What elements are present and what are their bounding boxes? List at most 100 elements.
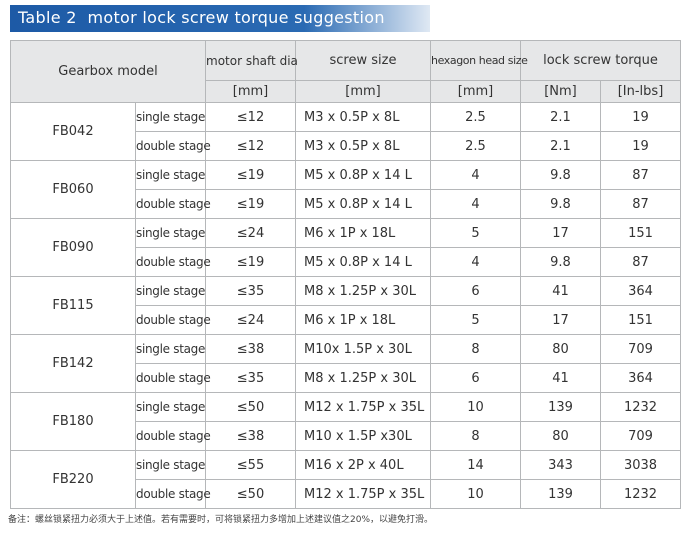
data-cell: 8 (430, 421, 521, 451)
data-cell: single stage (135, 102, 206, 132)
data-cell: 364 (600, 276, 681, 306)
unit-cell: [mm] (205, 80, 296, 103)
unit-cell: [Nm] (520, 80, 601, 103)
torque-table: Gearbox model motor shaft dia screw size… (10, 40, 681, 509)
data-cell: M10x 1.5P x 30L (295, 334, 431, 364)
unit-cell: [mm] (295, 80, 431, 103)
data-cell: 709 (600, 421, 681, 451)
data-cell: 9.8 (520, 247, 601, 277)
data-cell: 139 (520, 392, 601, 422)
data-cell: ≤12 (205, 102, 296, 132)
data-cell: M16 x 2P x 40L (295, 450, 431, 480)
data-cell: ≤24 (205, 305, 296, 335)
data-row: FB142 single stage ≤38 M10x 1.5P x 30L 8 80 70… (10, 334, 681, 393)
data-cell: M5 x 0.8P x 14 L (295, 189, 431, 219)
data-row: FB220 single stage ≤55 M16 x 2P x 40L 14 343 3… (10, 450, 681, 509)
data-row: FB180 single stage ≤50 M12 x 1.75P x 35L 10 1… (10, 392, 681, 451)
data-cell: M5 x 0.8P x 14 L (295, 247, 431, 277)
data-cell: 17 (520, 305, 601, 335)
data-cell: single stage (135, 160, 206, 190)
data-row: double stage ≤38 M10 x 1.5P x30L 8 80 709 (11, 421, 681, 451)
data-cell: 4 (430, 189, 521, 219)
data-row: double stage ≤12 M3 x 0.5P x 8L 2.5 2.1 19 (11, 131, 681, 161)
data-cell: ≤19 (205, 160, 296, 190)
data-cell: 1232 (600, 479, 681, 509)
data-cell: ≤19 (205, 247, 296, 277)
data-cell: 19 (600, 131, 681, 161)
data-cell: ≤38 (205, 421, 296, 451)
data-cell: ≤35 (205, 276, 296, 306)
data-cell: ≤50 (205, 392, 296, 422)
data-cell: 364 (600, 363, 681, 393)
data-cell: 17 (520, 218, 601, 248)
data-row: FB060 single stage ≤19 M5 x 0.8P x 14 L 4 9.8… (10, 160, 681, 219)
title: Table 2 motor lock screw torque suggesti… (18, 8, 385, 27)
header-row: Gearbox model motor shaft dia screw size… (10, 40, 681, 103)
data-cell: M5 x 0.8P x 14 L (295, 160, 431, 190)
data-cell: 709 (600, 334, 681, 364)
data-cell: double stage (135, 363, 211, 393)
model-cell: FB090 (10, 218, 136, 277)
data-cell: 9.8 (520, 189, 601, 219)
data-row: double stage ≤19 M5 x 0.8P x 14 L 4 9.8 87 (11, 247, 681, 277)
header-row: [mm] [mm] [mm] [Nm] [In-lbs] (11, 80, 681, 103)
data-cell: 6 (430, 363, 521, 393)
data-cell: 10 (430, 479, 521, 509)
data-cell: 151 (600, 218, 681, 248)
header-cell: motor shaft dia (205, 40, 298, 81)
model-cell: FB115 (10, 276, 136, 335)
data-cell: single stage (135, 218, 206, 248)
header-cell: screw size (295, 40, 431, 81)
data-cell: 343 (520, 450, 601, 480)
data-cell: 139 (520, 479, 601, 509)
data-cell: 87 (600, 160, 681, 190)
data-cell: single stage (135, 450, 206, 480)
data-row: FB115 single stage ≤35 M8 x 1.25P x 30L 6 41 3… (10, 276, 681, 335)
data-cell: 80 (520, 421, 601, 451)
data-cell: ≤35 (205, 363, 296, 393)
table-body: Gearbox model motor shaft dia screw size… (10, 40, 681, 509)
data-cell: 87 (600, 189, 681, 219)
header-cell: hexagon head size (430, 40, 528, 81)
data-cell: M12 x 1.75P x 35L (295, 479, 431, 509)
data-cell: M10 x 1.5P x30L (295, 421, 431, 451)
data-cell: single stage (135, 276, 206, 306)
data-row: double stage ≤50 M12 x 1.75P x 35L 10 139 123… (11, 479, 681, 509)
data-cell: 2.1 (520, 102, 601, 132)
data-cell: 41 (520, 276, 601, 306)
title-bar: Table 2 motor lock screw torque suggesti… (10, 5, 430, 32)
data-cell: 2.1 (520, 131, 601, 161)
data-cell: 151 (600, 305, 681, 335)
data-cell: 87 (600, 247, 681, 277)
header-cell: Gearbox model (10, 40, 206, 103)
data-cell: M3 x 0.5P x 8L (295, 131, 431, 161)
data-cell: M8 x 1.25P x 30L (295, 363, 431, 393)
data-cell: 10 (430, 392, 521, 422)
data-cell: 2.5 (430, 102, 521, 132)
data-cell: double stage (135, 189, 211, 219)
data-cell: ≤55 (205, 450, 296, 480)
data-cell: 19 (600, 102, 681, 132)
data-row: double stage ≤19 M5 x 0.8P x 14 L 4 9.8 87 (11, 189, 681, 219)
data-row: FB042 single stage ≤12 M3 x 0.5P x 8L 2.5 2.1… (10, 102, 681, 161)
model-cell: FB180 (10, 392, 136, 451)
data-cell: 9.8 (520, 160, 601, 190)
data-cell: double stage (135, 131, 211, 161)
data-cell: ≤24 (205, 218, 296, 248)
unit-cell: [In-lbs] (600, 80, 681, 103)
data-cell: 1232 (600, 392, 681, 422)
data-cell: ≤19 (205, 189, 296, 219)
model-cell: FB142 (10, 334, 136, 393)
data-cell: ≤38 (205, 334, 296, 364)
data-cell: 5 (430, 218, 521, 248)
data-cell: 80 (520, 334, 601, 364)
data-cell: M3 x 0.5P x 8L (295, 102, 431, 132)
data-cell: double stage (135, 305, 211, 335)
data-cell: 8 (430, 334, 521, 364)
data-cell: M6 x 1P x 18L (295, 218, 431, 248)
model-cell: FB220 (10, 450, 136, 509)
data-cell: ≤12 (205, 131, 296, 161)
data-cell: double stage (135, 421, 211, 451)
data-cell: single stage (135, 334, 206, 364)
